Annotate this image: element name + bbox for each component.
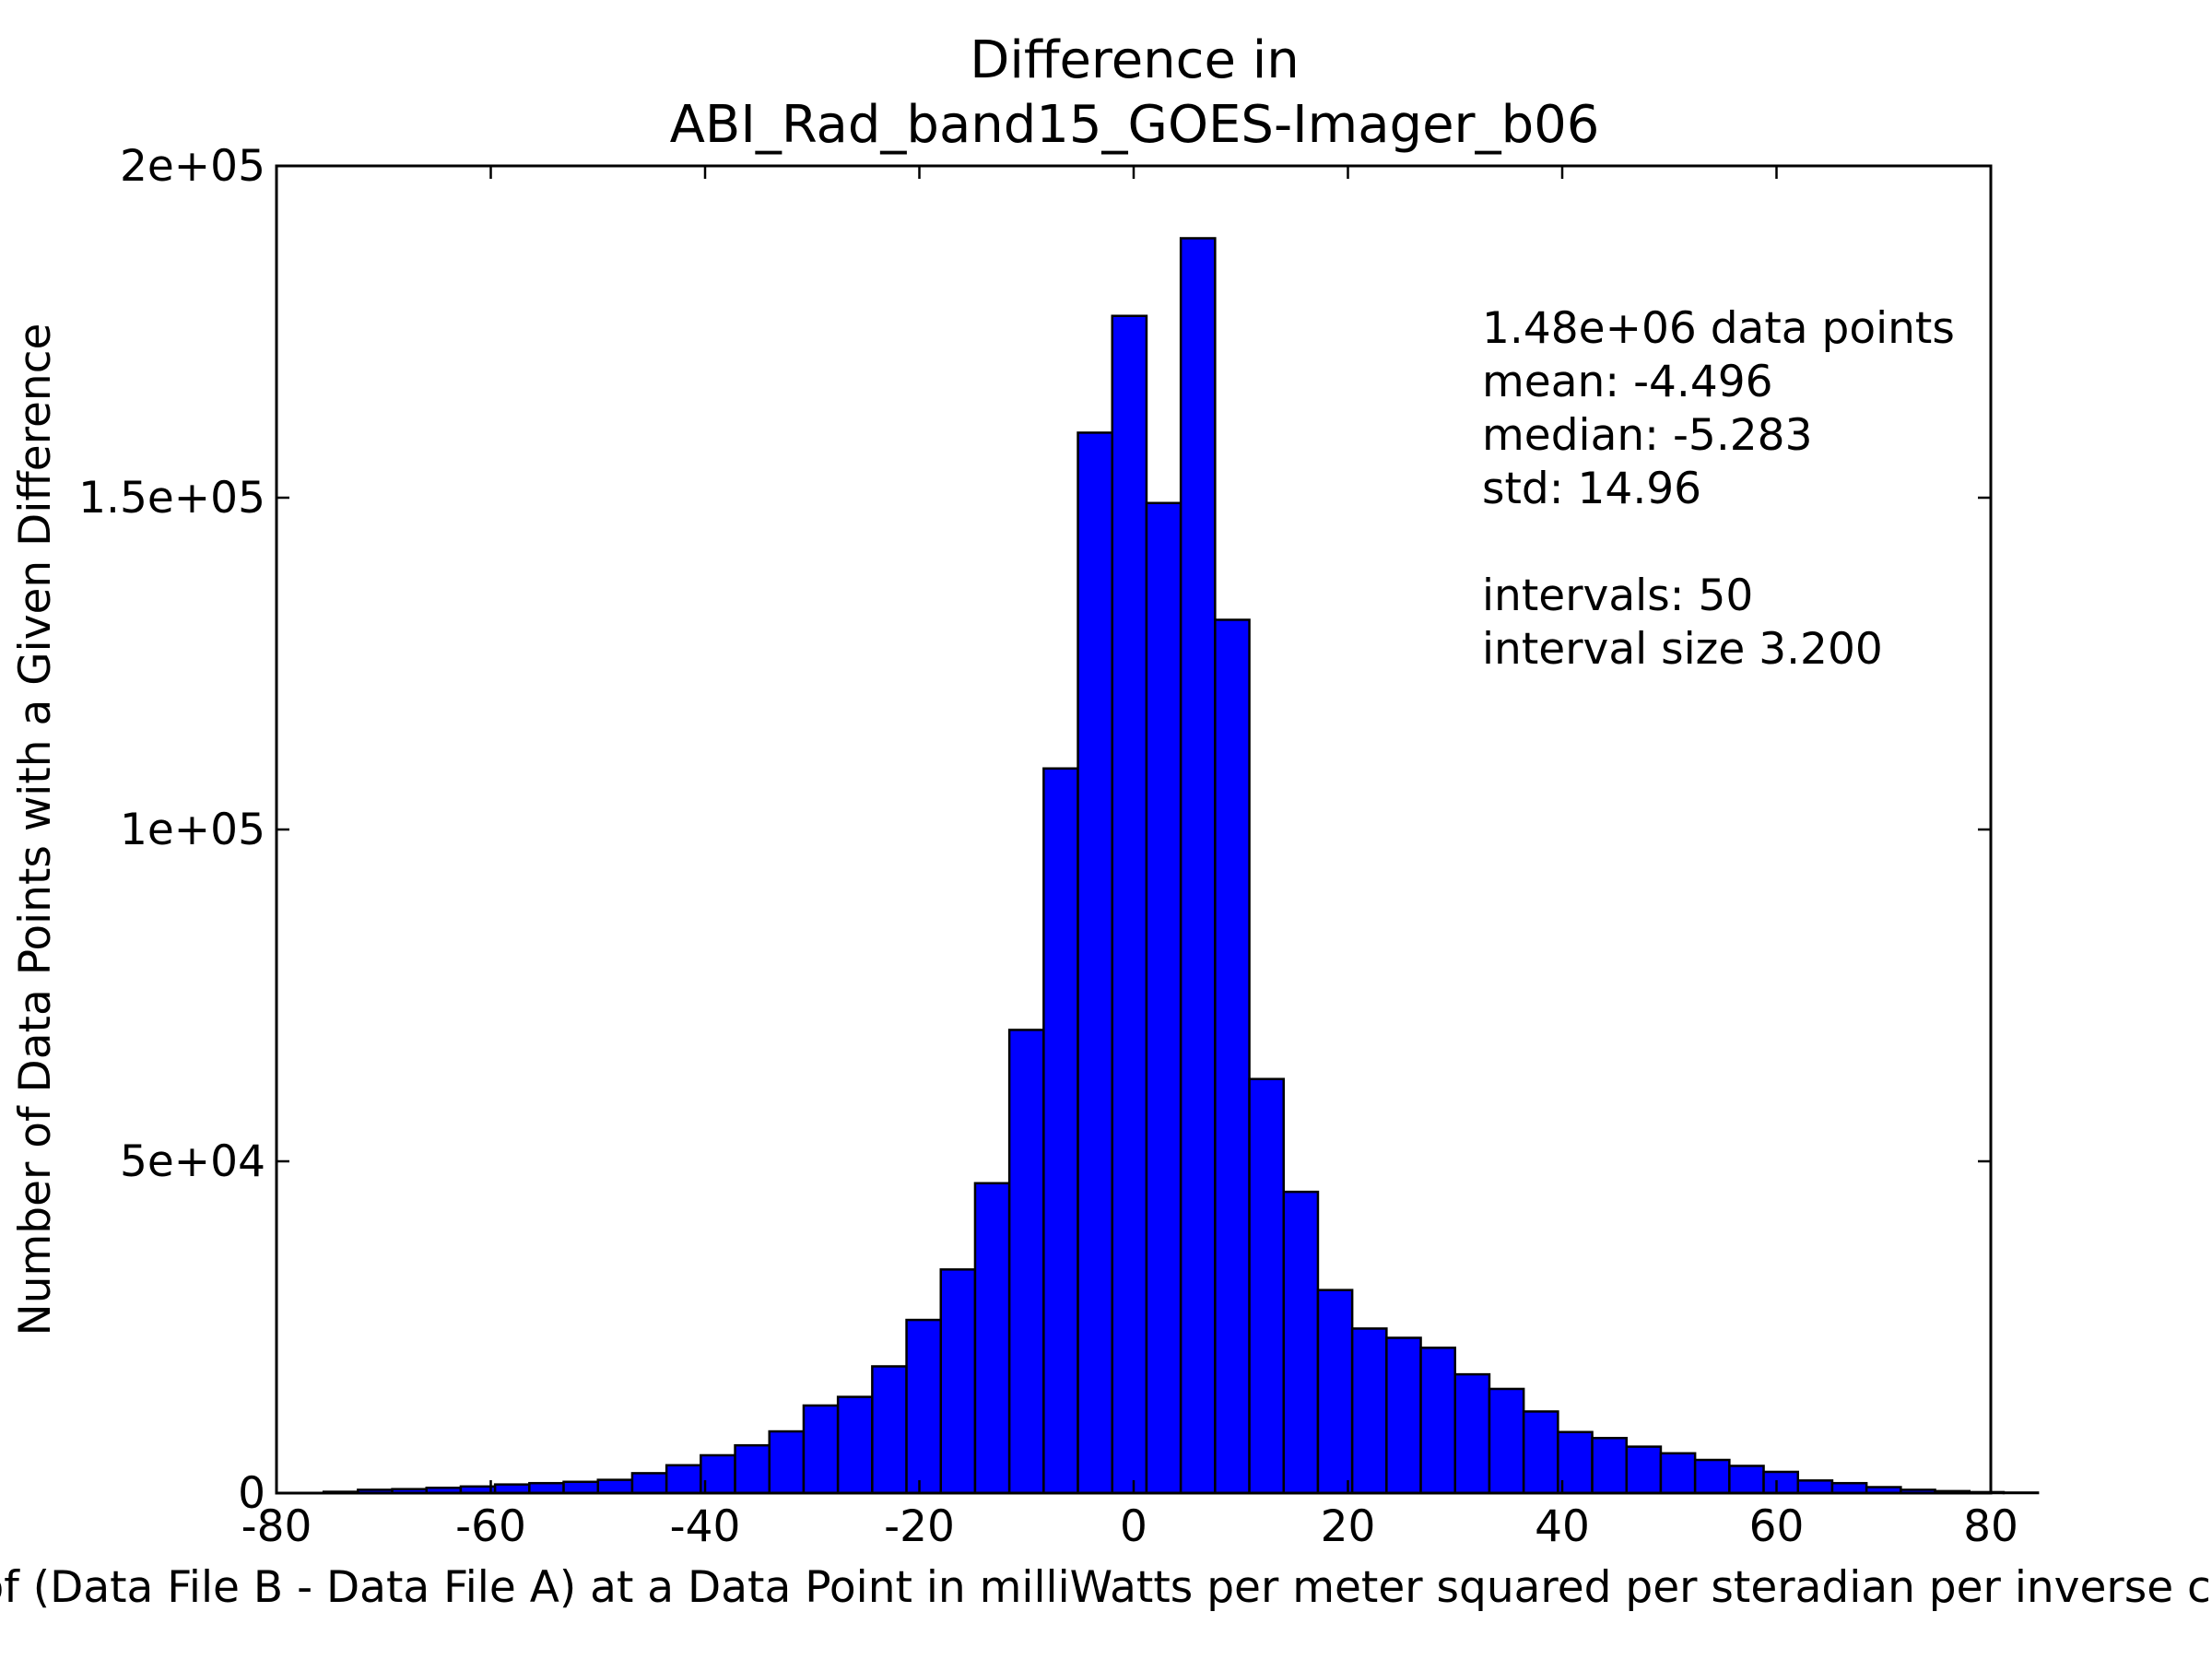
histogram-bar xyxy=(939,1268,977,1495)
stats-line-7: interval size 3.200 xyxy=(1482,624,1883,675)
histogram-bar xyxy=(1488,1387,1525,1495)
histogram-bar xyxy=(1830,1481,1868,1495)
histogram-bar xyxy=(1625,1445,1663,1495)
stats-line-1: 1.48e+06 data points xyxy=(1482,303,1955,354)
histogram-bar xyxy=(1077,431,1114,1495)
histogram-bar xyxy=(836,1395,874,1495)
chart-title-line-1: Difference in xyxy=(970,30,1300,90)
histogram-bar xyxy=(1796,1479,1834,1495)
stats-line-3: median: -5.283 xyxy=(1482,410,1812,461)
histogram-bar xyxy=(1419,1347,1457,1495)
histogram-bar xyxy=(562,1480,599,1495)
stats-line-2: mean: -4.496 xyxy=(1482,357,1773,407)
histogram-bar xyxy=(1385,1336,1422,1495)
histogram-bar xyxy=(1214,618,1251,1495)
x-tick-label: -80 xyxy=(241,1501,312,1552)
histogram-bar xyxy=(528,1481,565,1495)
histogram-bar xyxy=(1350,1327,1388,1495)
histogram-bar xyxy=(1659,1452,1697,1495)
histogram-bar xyxy=(596,1478,634,1495)
bars-group xyxy=(322,237,2040,1495)
y-tick-label: 0 xyxy=(238,1468,265,1519)
histogram-bar xyxy=(1042,767,1079,1495)
ticks-group: -80 -60 -40 -20 0 20 40 60 80 0 5e+04 1e+05 1.5e+05 2… xyxy=(78,141,2018,1552)
histogram-bar xyxy=(1111,314,1148,1495)
histogram-bar xyxy=(768,1430,806,1495)
x-tick-label: 0 xyxy=(1120,1501,1147,1552)
x-tick-label: -40 xyxy=(670,1501,741,1552)
histogram-bar xyxy=(802,1404,840,1495)
histogram-bar xyxy=(1282,1190,1320,1495)
x-axis-label: Value of (Data File B - Data File A) at … xyxy=(0,1562,2212,1613)
x-tick-label: 40 xyxy=(1535,1501,1590,1552)
stats-line-6: intervals: 50 xyxy=(1482,571,1753,621)
histogram-bar xyxy=(734,1443,771,1495)
y-axis-label: Number of Data Points with a Given Diffe… xyxy=(10,324,61,1336)
histogram-bar xyxy=(1522,1410,1559,1495)
histogram-bar xyxy=(630,1472,668,1495)
histogram-bar xyxy=(665,1464,702,1495)
histogram-bar xyxy=(871,1365,908,1495)
histogram-bar xyxy=(1762,1470,1800,1495)
histogram-bar xyxy=(905,1318,942,1495)
histogram-bar xyxy=(2002,1491,2040,1495)
y-tick-label: 1e+05 xyxy=(120,805,265,855)
x-tick-label: 20 xyxy=(1321,1501,1376,1552)
y-tick-label: 1.5e+05 xyxy=(78,473,265,524)
histogram-bar xyxy=(1453,1372,1491,1495)
histogram-bar xyxy=(1693,1458,1731,1495)
histogram-bar xyxy=(1007,1029,1045,1495)
histogram-bar xyxy=(1728,1465,1765,1495)
histogram-bar xyxy=(1591,1436,1629,1495)
x-tick-label: -20 xyxy=(884,1501,955,1552)
x-tick-label: -60 xyxy=(455,1501,526,1552)
y-tick-label: 5e+04 xyxy=(120,1136,265,1187)
histogram-bar xyxy=(1179,237,1217,1495)
x-tick-label: 80 xyxy=(1963,1501,2018,1552)
x-tick-label: 60 xyxy=(1749,1501,1805,1552)
histogram-bar xyxy=(1316,1288,1354,1495)
histogram-bar xyxy=(1248,1077,1286,1495)
stats-annotation: 1.48e+06 data points mean: -4.496 median… xyxy=(1482,303,1955,675)
stats-line-4: std: 14.96 xyxy=(1482,464,1701,514)
chart-title-line-2: ABI_Rad_band15_GOES-Imager_b06 xyxy=(670,95,1600,155)
histogram-bar xyxy=(973,1182,1011,1495)
histogram-bar xyxy=(1145,501,1182,1495)
y-tick-label: 2e+05 xyxy=(120,141,265,192)
